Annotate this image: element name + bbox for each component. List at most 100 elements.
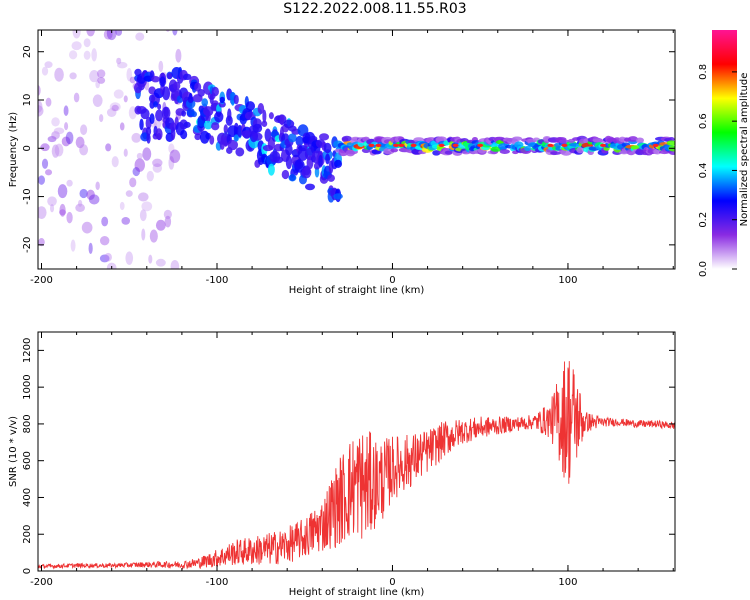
heatmap-cell: [194, 133, 201, 141]
heatmap-cell: [592, 138, 604, 143]
heatmap-y-tick-label: -10: [22, 188, 33, 204]
heatmap-cell: [175, 48, 182, 63]
heatmap-cell: [80, 124, 88, 136]
heatmap-cell: [149, 229, 158, 243]
heatmap-cell: [182, 73, 192, 81]
heatmap-x-axis-label: Height of straight line (km): [289, 285, 425, 296]
heatmap-cell: [134, 158, 145, 172]
heatmap-cell: [550, 151, 562, 155]
heatmap-cell: [325, 153, 330, 165]
heatmap-cell: [86, 189, 95, 201]
heatmap-cell: [151, 75, 160, 83]
heatmap-cell: [152, 163, 163, 173]
heatmap-cell: [141, 228, 146, 241]
heatmap-cell: [172, 30, 178, 36]
heatmap-cell: [83, 50, 91, 60]
heatmap-cell: [119, 122, 125, 131]
heatmap-peak-cell: [547, 143, 554, 147]
heatmap-cell: [45, 97, 52, 107]
heatmap-cell: [162, 86, 171, 101]
heatmap-cell: [50, 204, 55, 213]
heatmap-peak-cell: [410, 143, 417, 147]
heatmap-cell: [83, 38, 91, 48]
heatmap-cell: [38, 175, 45, 185]
heatmap-plot-frame: [37, 29, 676, 270]
heatmap-cell: [273, 156, 284, 164]
heatmap-cell: [70, 239, 76, 252]
heatmap-x-tick-label: -100: [206, 275, 229, 286]
heatmap-cell: [79, 144, 89, 156]
heatmap-cell: [66, 211, 73, 224]
heatmap-cell: [61, 136, 71, 147]
colorbar: [712, 30, 737, 269]
heatmap-cell: [170, 127, 176, 141]
heatmap-cell: [41, 66, 49, 76]
heatmap-cell: [511, 136, 523, 141]
heatmap-cell: [169, 149, 181, 163]
heatmap-cell: [99, 114, 104, 123]
heatmap-cell: [146, 133, 151, 144]
heatmap-cell: [47, 196, 57, 207]
heatmap-peak-cell: [652, 143, 659, 147]
heatmap-peak-cell: [375, 143, 382, 147]
heatmap-cell: [227, 108, 232, 122]
heatmap-cell: [53, 127, 65, 135]
heatmap-cell: [75, 203, 85, 212]
line-plot-frame: [37, 331, 676, 572]
heatmap-cell: [241, 130, 252, 138]
colorbar-tick-label: 0.8: [698, 64, 709, 80]
heatmap-cell: [89, 70, 100, 83]
heatmap-cell: [111, 156, 119, 168]
heatmap-cell: [103, 30, 113, 40]
heatmap-cell: [57, 184, 68, 199]
heatmap-cell: [499, 149, 510, 154]
heatmap-cell: [219, 96, 225, 104]
heatmap-cell: [142, 147, 152, 161]
heatmap-cell: [267, 163, 275, 176]
heatmap-cell: [65, 131, 74, 145]
heatmap-cell: [51, 117, 60, 127]
heatmap-cell: [524, 145, 532, 151]
heatmap-cell: [180, 129, 188, 140]
heatmap-cell: [146, 170, 154, 182]
heatmap-cell: [69, 72, 77, 80]
snr-line-series: [38, 361, 675, 570]
heatmap-cell: [139, 118, 144, 131]
heatmap-cell: [191, 111, 197, 118]
heatmap-cell: [235, 147, 245, 157]
heatmap-cell: [252, 132, 263, 141]
heatmap-cell: [125, 190, 133, 197]
heatmap-cell: [92, 94, 103, 107]
heatmap-cell: [131, 132, 142, 143]
heatmap-cell: [281, 169, 290, 180]
heatmap-cell: [172, 81, 181, 90]
heatmap-cell: [54, 143, 64, 157]
heatmap-peak-cell: [477, 143, 484, 147]
heatmap-cell: [88, 242, 93, 254]
heatmap-cell: [137, 192, 149, 202]
heatmap-cell: [333, 193, 343, 200]
heatmap-cell: [117, 61, 128, 69]
heatmap-cell: [64, 122, 69, 131]
line-y-tick-label: 400: [22, 488, 33, 507]
heatmap-cell: [51, 144, 60, 158]
heatmap-cell: [635, 137, 644, 144]
heatmap-cell: [45, 169, 53, 176]
heatmap-cell: [135, 32, 145, 41]
heatmap-cell: [123, 95, 128, 103]
line-y-tick-label: 0: [22, 568, 33, 574]
heatmap-cell: [105, 143, 112, 152]
colorbar-tick-label: 0.2: [698, 212, 709, 228]
heatmap-cell: [106, 30, 117, 41]
heatmap-cell: [341, 135, 353, 142]
heatmap-cell: [227, 139, 239, 151]
heatmap-cell: [109, 102, 121, 112]
heatmap-cell: [223, 124, 228, 135]
heatmap-cell: [106, 262, 117, 269]
heatmap-cell: [91, 48, 97, 62]
heatmap-cell: [163, 209, 172, 220]
heatmap-cell: [113, 89, 124, 99]
heatmap-cell: [149, 113, 155, 125]
heatmap-cell: [168, 143, 175, 154]
